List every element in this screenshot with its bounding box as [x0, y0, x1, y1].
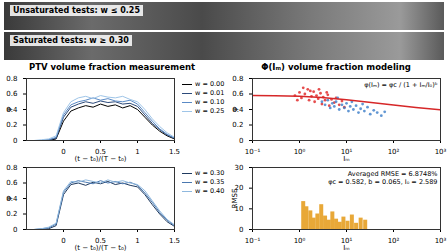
- svg-text:10¹: 10¹: [340, 237, 353, 246]
- svg-text:0: 0: [13, 226, 17, 234]
- svg-text:0.2: 0.2: [6, 121, 17, 129]
- svg-text:10³: 10³: [435, 237, 447, 245]
- html-text:w = 0.30: w = 0.30: [195, 169, 225, 177]
- svg-text:10⁰: 10⁰: [294, 148, 306, 156]
- svg-text:0.2: 0.2: [6, 210, 17, 218]
- svg-text:0.4: 0.4: [232, 106, 244, 114]
- svg-text:1.5: 1.5: [169, 237, 180, 245]
- svg-text:φ: φ: [5, 107, 13, 112]
- svg-text:10²: 10²: [388, 148, 400, 156]
- svg-text:(t − t₀)/(T − t₀): (t − t₀)/(T − t₀): [74, 155, 126, 163]
- svg-text:1.5: 1.5: [169, 148, 180, 156]
- svg-text:10⁻¹: 10⁻¹: [245, 148, 261, 156]
- svg-text:1: 1: [135, 148, 139, 156]
- html-text:w = 0.40: w = 0.40: [195, 187, 225, 195]
- html-text:w = 0.35: w = 0.35: [195, 178, 225, 186]
- svg-text:0.8: 0.8: [6, 164, 17, 172]
- svg-text:φ: φ: [231, 107, 239, 112]
- svg-text:10⁻¹: 10⁻¹: [245, 237, 261, 245]
- svg-text:10³: 10³: [435, 148, 447, 156]
- svg-text:RMSE: RMSE: [231, 189, 239, 209]
- html-text:Unsaturated tests: w ≤ 0.25: Unsaturated tests: w ≤ 0.25: [13, 6, 140, 15]
- svg-text:0.6: 0.6: [6, 90, 18, 98]
- svg-text:Iₘ: Iₘ: [343, 155, 349, 163]
- svg-text:10⁰: 10⁰: [294, 237, 306, 245]
- svg-text:0.4: 0.4: [6, 195, 18, 203]
- svg-text:0.6: 0.6: [232, 90, 244, 98]
- html-text:w = 0.00: w = 0.00: [195, 80, 225, 88]
- svg-text:0.5: 0.5: [94, 237, 107, 246]
- svg-text:Iₘ: Iₘ: [343, 244, 349, 252]
- html-text:Saturated tests: w ≥ 0.30: Saturated tests: w ≥ 0.30: [13, 36, 129, 45]
- html-text:Φ(Iₘ) volume fraction modeling: Φ(Iₘ) volume fraction modeling: [261, 62, 411, 72]
- svg-text:(t − t₀)/(T − t₀): (t − t₀)/(T − t₀): [74, 244, 126, 252]
- svg-text:0.6: 0.6: [6, 179, 18, 187]
- svg-text:10²: 10²: [388, 237, 400, 245]
- svg-text:0.8: 0.8: [6, 75, 17, 83]
- svg-text:0.2: 0.2: [232, 121, 243, 129]
- svg-text:1: 1: [135, 237, 139, 245]
- svg-text:0: 0: [239, 137, 243, 145]
- html-text:w = 0.10: w = 0.10: [195, 98, 225, 106]
- svg-text:0: 0: [13, 137, 17, 145]
- svg-text:0: 0: [239, 226, 243, 234]
- svg-text:0.4: 0.4: [6, 106, 18, 114]
- svg-text:φ(Iₘ) = φc / (1 + Iₘ/I₀)ᵇ: φ(Iₘ) = φc / (1 + Iₘ/I₀)ᵇ: [364, 81, 438, 89]
- svg-text:20: 20: [234, 184, 244, 193]
- html-text:PTV volume fraction measuremen: PTV volume fraction measurement: [28, 62, 196, 72]
- svg-text:0: 0: [61, 237, 65, 245]
- svg-text:10¹: 10¹: [340, 148, 353, 157]
- html-text:w = 0.01: w = 0.01: [195, 89, 225, 97]
- svg-text:0.8: 0.8: [232, 75, 243, 83]
- svg-text:Averaged RMSE = 6.8748%φc = 0.: Averaged RMSE = 6.8748%φc = 0.582, b = 0…: [328, 170, 437, 186]
- svg-text:φ: φ: [5, 196, 13, 201]
- html-text:w = 0.25: w = 0.25: [195, 107, 225, 115]
- svg-text:30: 30: [235, 164, 244, 172]
- svg-text:0: 0: [61, 148, 65, 156]
- svg-text:0.5: 0.5: [94, 148, 107, 157]
